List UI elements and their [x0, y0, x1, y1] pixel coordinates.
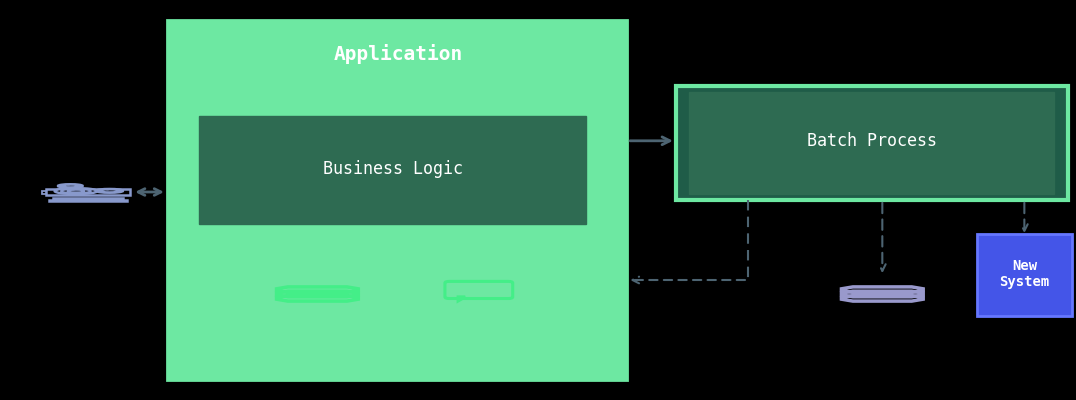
Ellipse shape: [100, 190, 118, 192]
Ellipse shape: [55, 188, 97, 194]
Bar: [46, 189, 130, 195]
Text: Business Logic: Business Logic: [323, 160, 463, 178]
Text: New
System: New System: [1000, 259, 1049, 289]
Ellipse shape: [58, 184, 83, 188]
Bar: [199, 116, 586, 224]
Ellipse shape: [61, 189, 90, 193]
Bar: [53, 198, 124, 200]
Bar: [42, 191, 46, 194]
Bar: [167, 20, 627, 380]
Bar: [49, 200, 127, 201]
Ellipse shape: [68, 190, 84, 192]
Bar: [689, 92, 1054, 194]
Ellipse shape: [62, 185, 79, 187]
Text: Application: Application: [334, 44, 463, 64]
Text: Batch Process: Batch Process: [807, 132, 936, 150]
Bar: [676, 86, 1068, 200]
Ellipse shape: [71, 190, 75, 191]
Bar: [977, 234, 1072, 316]
Ellipse shape: [107, 190, 109, 191]
Ellipse shape: [96, 189, 123, 193]
